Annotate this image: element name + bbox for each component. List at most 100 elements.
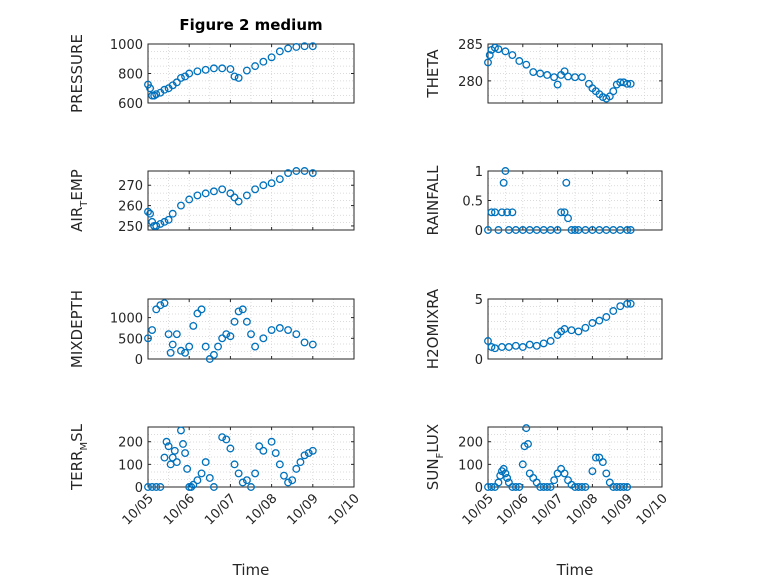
data-point	[234, 469, 243, 478]
data-point	[259, 181, 268, 190]
data-point	[571, 226, 579, 234]
data-point	[164, 330, 173, 339]
data-point	[546, 337, 555, 345]
data-point	[144, 483, 152, 491]
y-tick-label: 200	[458, 436, 483, 451]
data-point	[255, 442, 264, 451]
data-point	[209, 187, 218, 196]
data-point	[238, 478, 247, 487]
data-point	[197, 469, 206, 478]
y-axis-label-subscript: M	[79, 442, 90, 451]
data-point	[148, 217, 157, 226]
y-axis-label-main: H2OMIXRA	[424, 288, 442, 369]
data-point	[292, 167, 301, 175]
data-point	[197, 305, 206, 314]
data-point	[275, 175, 284, 184]
data-point	[300, 167, 309, 175]
data-point	[595, 316, 604, 325]
data-point	[557, 208, 566, 217]
data-point	[230, 317, 239, 326]
y-axis-label-main: AIR	[68, 207, 86, 232]
data-point	[562, 178, 571, 187]
data-point	[308, 169, 317, 177]
data-point	[574, 327, 583, 336]
panel-air_temp: 250 260 270 AIRTEMP	[68, 167, 355, 235]
y-tick-label: 260	[118, 200, 143, 215]
data-point	[247, 483, 255, 491]
x-tick-label: 10/09	[285, 491, 322, 528]
data-point	[189, 321, 198, 330]
data-point	[201, 65, 210, 74]
data-point	[162, 437, 171, 446]
data-point	[623, 483, 632, 491]
y-tick-label: 1000	[110, 312, 143, 327]
data-point	[515, 483, 524, 491]
data-point	[177, 201, 185, 210]
x-tick-label: 10/10	[634, 491, 671, 528]
data-point	[581, 483, 590, 491]
data-point	[226, 189, 235, 198]
data-point	[623, 299, 632, 308]
data-point	[543, 71, 552, 79]
data-point	[300, 338, 309, 347]
data-point	[284, 326, 293, 334]
data-point	[160, 453, 169, 462]
data-point	[484, 226, 492, 234]
data-point	[193, 191, 202, 200]
data-point	[226, 65, 235, 74]
figure-title: Figure 2 medium	[179, 16, 322, 34]
data-point	[170, 446, 179, 455]
data-point	[623, 226, 632, 234]
data-point	[234, 307, 243, 316]
data-point	[177, 346, 185, 355]
data-point	[251, 62, 260, 71]
data-point	[179, 440, 187, 448]
data-point	[148, 326, 157, 334]
axes-box	[147, 298, 355, 360]
y-tick-label: 600	[118, 97, 143, 112]
data-point	[209, 350, 218, 359]
data-point	[160, 299, 169, 308]
x-axis-label: Time	[232, 561, 270, 579]
data-point	[247, 330, 255, 339]
data-point	[275, 324, 284, 332]
y-tick-label: 1	[475, 165, 483, 180]
data-point	[156, 219, 165, 228]
panel-h2omixra: 0 5 H2OMIXRA	[424, 288, 663, 369]
x-tick-label: 10/07	[202, 491, 239, 528]
y-axis-label: H2OMIXRA	[424, 288, 442, 369]
data-point	[259, 446, 268, 455]
data-point	[591, 453, 600, 462]
panel-terr_msl: 0 100 200 TERRMSL 10/05 10/06 10/07 10/08 10/09 1…	[68, 423, 363, 579]
data-point	[267, 437, 276, 446]
data-point	[487, 483, 496, 491]
data-point	[503, 473, 512, 482]
data-point	[524, 440, 532, 448]
data-point	[626, 79, 635, 88]
data-point	[222, 330, 231, 339]
data-point	[201, 342, 210, 351]
data-point	[234, 197, 243, 206]
data-point	[578, 73, 586, 82]
data-point	[251, 469, 260, 478]
data-point	[251, 342, 260, 351]
data-point	[522, 60, 531, 69]
y-tick-label: 250	[118, 220, 143, 235]
data-point	[284, 478, 293, 487]
data-point	[619, 483, 628, 491]
data-point	[242, 66, 251, 75]
panel-theta: 280 285 THETA	[424, 38, 663, 104]
data-point	[598, 458, 607, 467]
data-point	[201, 189, 210, 198]
data-point	[238, 305, 247, 314]
data-point	[288, 476, 297, 485]
data-point	[172, 78, 181, 87]
data-point	[205, 473, 214, 482]
data-point	[308, 446, 317, 455]
x-tick-label: 10/09	[599, 491, 636, 528]
data-point	[292, 464, 301, 473]
data-point	[242, 476, 251, 485]
data-point	[172, 330, 181, 339]
data-point	[508, 51, 517, 60]
data-point	[177, 426, 185, 435]
